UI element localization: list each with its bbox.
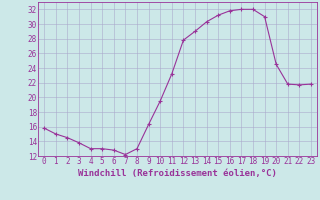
X-axis label: Windchill (Refroidissement éolien,°C): Windchill (Refroidissement éolien,°C)	[78, 169, 277, 178]
